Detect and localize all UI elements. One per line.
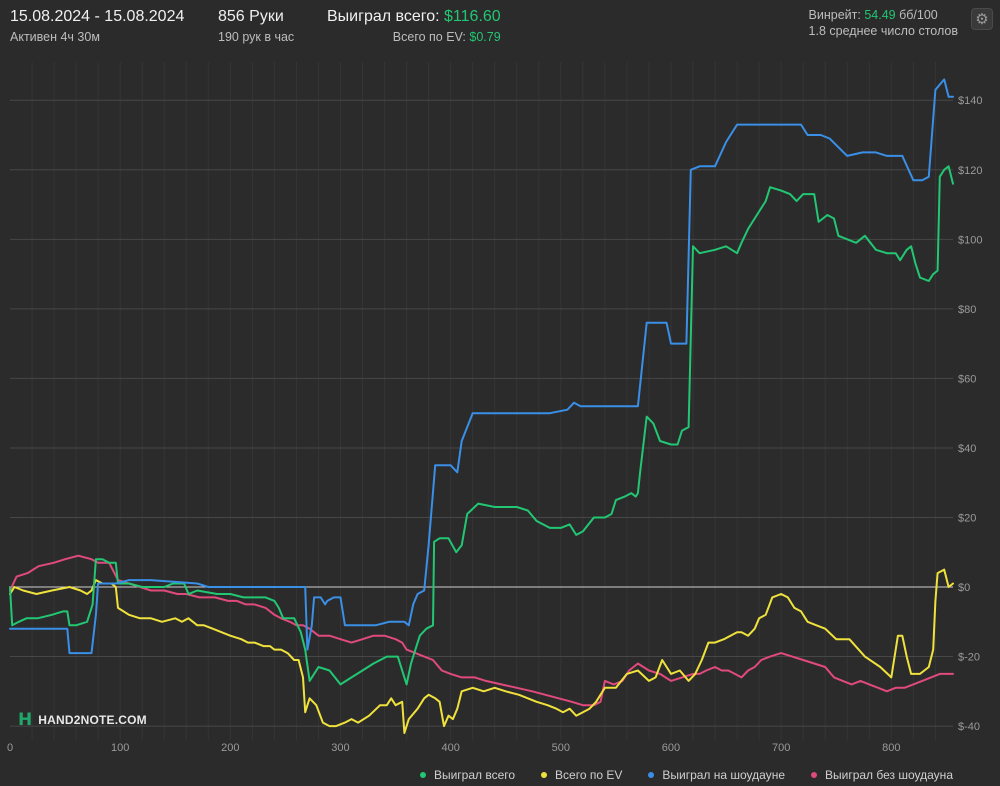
winrate-label: Винрейт: [808, 8, 861, 22]
x-tick-label: 600 [662, 742, 680, 754]
won-label: Выиграл всего: [327, 8, 440, 25]
hand2note-logo: H HAND2NOTE.COM [18, 710, 147, 730]
series-line-2 [9, 78, 954, 655]
header-dates-block: 15.08.2024 - 15.08.2024 Активен 4ч 30м [10, 8, 184, 44]
x-tick-label: 500 [552, 742, 570, 754]
x-tick-label: 0 [7, 742, 13, 754]
y-tick-label: $100 [958, 234, 982, 246]
x-tick-label: 300 [331, 742, 349, 754]
gear-icon[interactable]: ⚙ [971, 8, 993, 30]
legend-label: Выиграл на шоудауне [662, 768, 785, 782]
y-tick-label: $120 [958, 165, 982, 177]
y-tick-label: $40 [958, 443, 976, 455]
y-tick-label: $20 [958, 512, 976, 524]
ev-label: Всего по EV: [392, 30, 466, 44]
legend-item[interactable]: Всего по EV [541, 768, 622, 782]
legend-item[interactable]: Выиграл на шоудауне [648, 768, 785, 782]
hands-count: 856 Руки [218, 8, 284, 25]
legend-item[interactable]: Выиграл всего [419, 768, 516, 782]
series-line-0 [9, 165, 954, 686]
legend-label: Выиграл без шоудауна [825, 768, 953, 782]
x-tick-label: 200 [221, 742, 239, 754]
logo-text: HAND2NOTE.COM [38, 713, 147, 727]
y-tick-label: $60 [958, 373, 976, 385]
header-winrate-block: Винрейт: 54.49 бб/100 1.8 среднее число … [809, 8, 958, 38]
winrate-unit: бб/100 [899, 8, 938, 22]
ev-value: $0.79 [469, 30, 501, 44]
header-won-block: Выиграл всего: $116.60 Всего по EV: $0.7… [327, 8, 501, 44]
avg-tables: 1.8 среднее число столов [808, 24, 958, 38]
x-tick-label: 800 [882, 742, 900, 754]
x-tick-label: 400 [441, 742, 459, 754]
x-tick-label: 100 [111, 742, 129, 754]
legend-dot-icon [648, 772, 655, 778]
y-tick-label: $-20 [958, 652, 980, 664]
y-tick-label: $0 [958, 582, 970, 594]
legend-label: Выиграл всего [433, 768, 516, 782]
legend-dot-icon [541, 772, 548, 778]
won-value: $116.60 [444, 8, 501, 25]
legend-dot-icon [419, 772, 426, 778]
header-hands-block: 856 Руки 190 рук в час [218, 8, 294, 44]
y-tick-label: $140 [958, 95, 982, 107]
y-tick-label: $-40 [958, 721, 980, 733]
winrate-value: 54.49 [864, 8, 896, 22]
date-range: 15.08.2024 - 15.08.2024 [10, 8, 185, 25]
series-line-3 [9, 554, 954, 707]
active-time: Активен 4ч 30м [10, 30, 100, 44]
legend-item[interactable]: Выиграл без шоудауна [811, 768, 953, 782]
legend-dot-icon [811, 772, 817, 778]
x-tick-label: 700 [772, 742, 790, 754]
y-tick-label: $80 [958, 304, 976, 316]
legend-label: Всего по EV [555, 768, 623, 782]
logo-mark: H [18, 710, 33, 730]
hands-per-hour: 190 рук в час [218, 30, 295, 44]
series-line-1 [9, 568, 954, 734]
chart-legend: Выиграл всего Всего по EV Выиграл на шоуда… [419, 768, 953, 782]
